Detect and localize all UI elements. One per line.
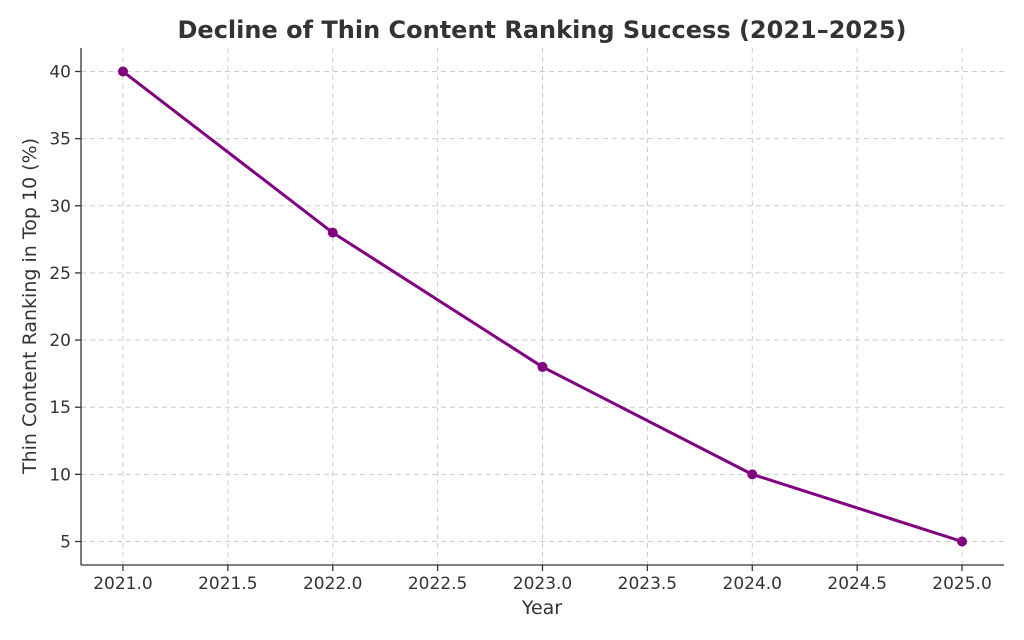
x-tick-label: 2022.0	[303, 574, 362, 594]
x-tick-label: 2023.0	[513, 574, 572, 594]
data-point	[957, 536, 968, 547]
data-point	[747, 469, 758, 480]
x-axis-label: Year	[521, 597, 562, 619]
points-layer	[117, 66, 968, 547]
chart-title: Decline of Thin Content Ranking Success …	[178, 16, 907, 44]
x-tick-label: 2021.5	[198, 574, 257, 594]
data-point	[537, 361, 548, 372]
data-point	[327, 227, 338, 238]
x-tick-label: 2024.0	[723, 574, 782, 594]
y-tick-label: 30	[49, 197, 71, 217]
x-tick-label: 2021.0	[93, 574, 152, 594]
x-axis-ticks: 2021.0 2021.5 2022.0 2022.5 2023.0 2023.5 2024…	[93, 565, 992, 594]
y-tick-label: 10	[49, 465, 71, 485]
y-tick-label: 15	[49, 398, 71, 418]
x-tick-label: 2022.5	[408, 574, 467, 594]
y-tick-label: 20	[49, 331, 71, 351]
x-tick-label: 2024.5	[827, 574, 886, 594]
data-point	[117, 66, 128, 77]
y-tick-label: 25	[49, 264, 71, 284]
y-axis-label: Thin Content Ranking in Top 10 (%)	[19, 138, 41, 475]
x-tick-label: 2023.5	[618, 574, 677, 594]
x-tick-label: 2025.0	[932, 574, 991, 594]
y-tick-label: 35	[49, 130, 71, 150]
grid	[81, 48, 1004, 565]
axes	[80, 48, 1004, 566]
y-tick-label: 40	[49, 63, 71, 83]
y-tick-label: 5	[60, 533, 71, 553]
y-axis-ticks: 5 10 15 20 25 30 35 40	[49, 63, 81, 553]
